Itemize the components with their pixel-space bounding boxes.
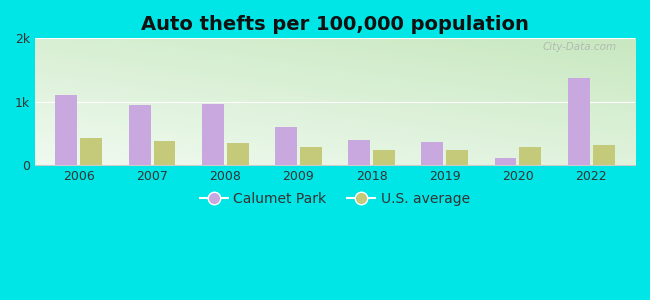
Bar bbox=[446, 150, 468, 165]
Bar bbox=[348, 140, 370, 165]
Bar bbox=[495, 158, 517, 165]
Bar bbox=[55, 95, 77, 165]
Bar bbox=[593, 145, 614, 165]
Bar bbox=[129, 105, 151, 165]
Text: City-Data.com: City-Data.com bbox=[543, 42, 617, 52]
Bar bbox=[421, 142, 443, 165]
Bar bbox=[519, 147, 541, 165]
Bar bbox=[81, 138, 102, 165]
Bar bbox=[227, 143, 249, 165]
Title: Auto thefts per 100,000 population: Auto thefts per 100,000 population bbox=[141, 15, 529, 34]
Legend: Calumet Park, U.S. average: Calumet Park, U.S. average bbox=[194, 186, 475, 211]
Bar bbox=[275, 127, 297, 165]
Bar bbox=[300, 147, 322, 165]
Bar bbox=[153, 141, 176, 165]
Bar bbox=[567, 78, 590, 165]
Bar bbox=[373, 150, 395, 165]
Bar bbox=[202, 104, 224, 165]
